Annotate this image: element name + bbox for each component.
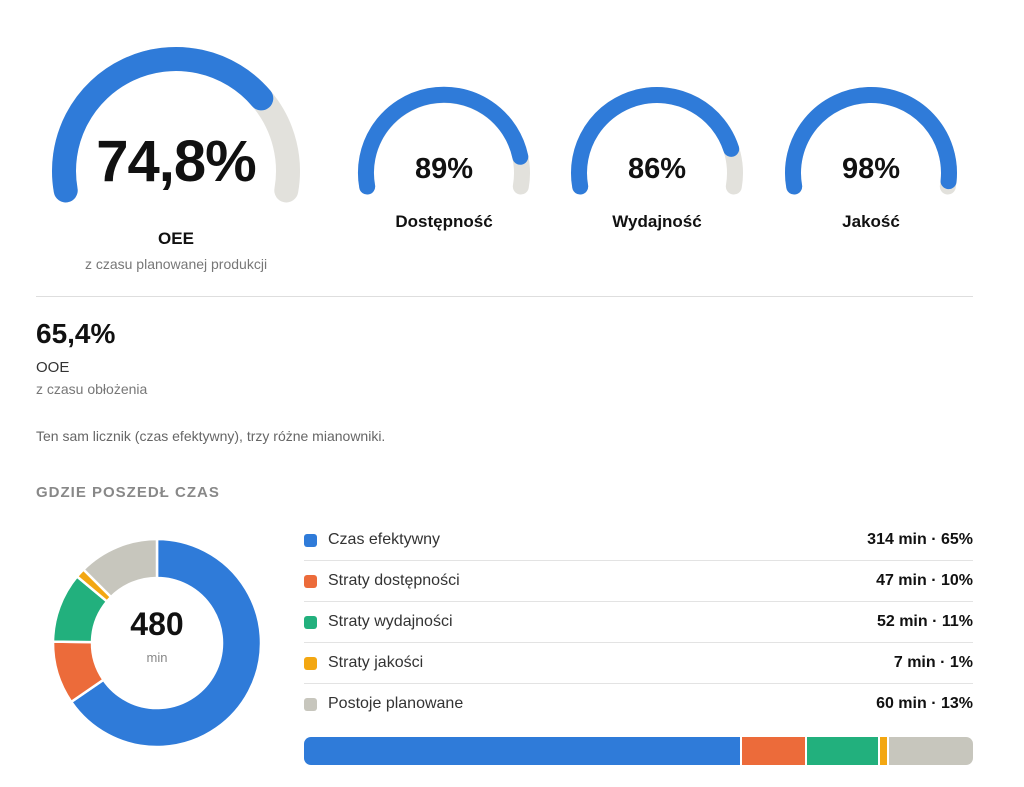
legend-label: Straty jakości — [328, 654, 424, 671]
legend-row-availability-loss: Straty dostępności 47 min · 10% — [304, 561, 973, 602]
legend-row-effective: Czas efektywny 314 min · 65% — [304, 520, 973, 561]
legend-value: 7 min · 1% — [893, 654, 973, 671]
legend-swatch — [304, 615, 317, 629]
section-divider — [36, 296, 973, 297]
legend-value: 52 min · 11% — [876, 613, 973, 630]
explanation-note: Ten sam licznik (czas efektywny), trzy r… — [36, 428, 386, 444]
stacked-segment-performance-loss — [807, 737, 880, 765]
oee-label: OEE — [158, 229, 194, 248]
legend-swatch — [304, 697, 317, 711]
donut-slice-effective — [69, 537, 263, 749]
legend-row-quality-loss: Straty jakości 7 min · 1% — [304, 643, 973, 684]
availability-label: Dostępność — [395, 212, 493, 231]
section-title: GDZIE POSZEDŁ CZAS — [36, 484, 220, 501]
legend-value: 314 min · 65% — [867, 531, 973, 548]
legend-swatch — [304, 574, 317, 588]
legend-value: 60 min · 13% — [876, 695, 973, 712]
stacked-segment-effective — [304, 737, 742, 765]
performance-gauge-arc — [571, 87, 743, 195]
ooe-value: 65,4% — [36, 318, 116, 349]
legend-label: Straty dostępności — [328, 572, 460, 589]
availability-value: 89% — [414, 153, 474, 185]
legend-swatch — [304, 533, 317, 547]
legend-swatch — [304, 656, 317, 670]
legend-value: 47 min · 10% — [876, 572, 973, 589]
time-stacked-bar — [304, 737, 973, 765]
legend-label: Straty wydajności — [328, 613, 453, 630]
stacked-segment-planned-stops — [889, 737, 973, 765]
performance-label: Wydajność — [612, 212, 702, 231]
availability-gauge-arc — [357, 86, 530, 195]
performance-gauge-fill — [571, 87, 740, 195]
legend-row-performance-loss: Straty wydajności 52 min · 11% — [304, 602, 973, 643]
oee-gauge-fill — [52, 47, 274, 203]
ooe-label: OOE — [36, 359, 70, 376]
quality-gauge-arc — [785, 87, 957, 195]
oee-value: 74,8% — [96, 129, 256, 194]
legend-label: Czas efektywny — [328, 531, 441, 548]
stacked-segment-availability-loss — [741, 737, 808, 765]
ooe-subtitle: z czasu obłożenia — [36, 381, 148, 397]
legend-row-planned-stops: Postoje planowane 60 min · 13% — [304, 684, 973, 724]
donut-total: 480 — [130, 606, 184, 642]
quality-value: 98% — [841, 153, 901, 185]
quality-label: Jakość — [842, 212, 900, 231]
availability-gauge-fill — [357, 86, 529, 195]
donut-slice-planned-stops — [81, 537, 159, 599]
breakdown-legend: Czas efektywny 314 min · 65% Straty dost… — [304, 520, 973, 724]
donut-unit: min — [146, 650, 168, 665]
performance-value: 86% — [627, 153, 687, 185]
legend-label: Postoje planowane — [328, 695, 464, 712]
oee-subtitle: z czasu planowanej produkcji — [84, 256, 268, 272]
oee-gauge-arc — [52, 47, 300, 203]
quality-gauge-fill — [785, 87, 957, 195]
stacked-segment-quality-loss — [879, 737, 890, 765]
